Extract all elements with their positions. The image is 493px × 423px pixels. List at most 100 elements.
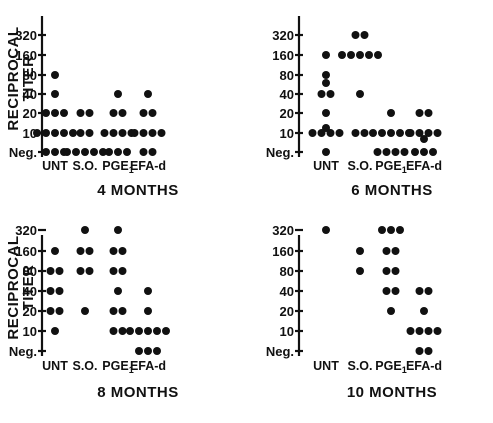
- data-point-1-1: [356, 51, 364, 59]
- data-point-1-2: [373, 148, 382, 156]
- y-tick-label-0-2: 20: [23, 106, 37, 121]
- data-point-0-3: [148, 129, 157, 137]
- y-tick-label-3-2: 20: [280, 304, 294, 319]
- data-point-0-1: [63, 148, 71, 156]
- y-tick-label-2-2: 20: [23, 304, 37, 319]
- data-point-2-0: [46, 287, 55, 295]
- data-point-1-3: [424, 129, 433, 137]
- y-tick-label-2-3: 40: [23, 284, 37, 299]
- data-point-0-3: [148, 109, 157, 117]
- data-point-3-2: [382, 267, 391, 275]
- data-point-0-1: [85, 129, 94, 137]
- data-point-0-2: [100, 129, 109, 137]
- data-point-3-2: [391, 247, 400, 255]
- panel-title-3: 10 MONTHS: [347, 384, 437, 401]
- data-point-1-1: [360, 31, 369, 39]
- group-label-2-3: EFA-d: [130, 359, 166, 373]
- data-point-1-0: [335, 129, 344, 137]
- data-point-1-2: [369, 129, 377, 137]
- data-point-2-1: [85, 267, 94, 275]
- data-point-3-2: [378, 226, 386, 234]
- data-point-2-3: [126, 327, 134, 335]
- data-point-2-3: [153, 347, 161, 355]
- y-tick-label-1-5: 160: [272, 48, 294, 63]
- y-tick-label-3-4: 80: [280, 264, 294, 279]
- data-point-1-3: [424, 109, 433, 117]
- data-point-1-3: [420, 148, 428, 156]
- data-point-2-2: [109, 267, 118, 275]
- y-tick-label-0-6: 320: [15, 28, 37, 43]
- data-point-3-3: [424, 287, 433, 295]
- data-point-0-2: [123, 148, 131, 156]
- data-point-1-1: [374, 51, 382, 59]
- group-label-2-1: S.O.: [72, 359, 97, 373]
- group-label-3-0: UNT: [313, 359, 339, 373]
- data-point-0-2: [109, 129, 118, 137]
- data-point-1-1: [365, 51, 373, 59]
- panel-title-0: 4 MONTHS: [97, 182, 179, 199]
- data-point-1-3: [420, 135, 428, 143]
- data-point-0-2: [114, 148, 122, 156]
- data-point-0-1: [76, 109, 85, 117]
- data-point-3-3: [420, 307, 428, 315]
- data-point-0-3: [139, 148, 148, 156]
- data-point-1-2: [400, 148, 409, 156]
- data-point-1-3: [415, 129, 424, 137]
- y-tick-label-1-4: 80: [280, 68, 294, 83]
- group-label-1-1: S.O.: [347, 159, 372, 173]
- y-tick-label-2-1: 10: [23, 324, 37, 339]
- data-point-0-1: [85, 109, 94, 117]
- data-point-2-3: [144, 307, 152, 315]
- data-point-1-0: [322, 109, 330, 117]
- data-point-3-2: [387, 226, 395, 234]
- data-point-3-1: [356, 247, 364, 255]
- data-point-0-3: [139, 129, 148, 137]
- data-point-2-2: [118, 327, 127, 335]
- data-point-1-3: [411, 148, 419, 156]
- data-point-0-2: [118, 109, 127, 117]
- data-point-1-1: [347, 51, 355, 59]
- panel-title-2: 8 MONTHS: [97, 384, 179, 401]
- data-point-2-2: [109, 327, 118, 335]
- data-point-1-0: [322, 71, 330, 79]
- panel-title-1: 6 MONTHS: [351, 182, 433, 199]
- data-point-1-1: [351, 31, 360, 39]
- data-point-0-0: [51, 109, 59, 117]
- data-point-1-0: [322, 148, 330, 156]
- group-label-1-2: PGE1: [375, 159, 406, 175]
- data-point-0-3: [130, 129, 139, 137]
- data-point-0-3: [144, 90, 152, 98]
- y-tick-label-3-5: 160: [272, 244, 294, 259]
- data-point-1-2: [387, 109, 395, 117]
- data-point-1-0: [317, 129, 326, 137]
- data-point-2-1: [85, 247, 94, 255]
- y-tick-label-2-5: 160: [15, 244, 37, 259]
- data-point-1-0: [326, 90, 335, 98]
- data-point-2-2: [118, 247, 127, 255]
- data-point-3-3: [415, 327, 424, 335]
- data-point-1-0: [322, 79, 330, 87]
- data-point-0-2: [118, 129, 127, 137]
- data-point-3-2: [382, 247, 391, 255]
- data-point-3-0: [322, 226, 330, 234]
- group-label-1-3: EFA-d: [406, 159, 442, 173]
- data-point-1-2: [382, 148, 391, 156]
- data-point-1-1: [338, 51, 346, 59]
- data-point-2-1: [76, 247, 85, 255]
- data-point-3-3: [424, 347, 433, 355]
- data-point-3-2: [387, 307, 395, 315]
- data-point-0-0: [60, 129, 68, 137]
- y-tick-label-3-1: 10: [280, 324, 294, 339]
- data-point-1-0: [308, 129, 317, 137]
- y-axis-title-line2-row1: TITER: [20, 265, 37, 311]
- data-point-2-0: [51, 327, 59, 335]
- data-point-0-0: [42, 148, 50, 156]
- group-label-3-3: EFA-d: [406, 359, 442, 373]
- data-point-2-3: [162, 327, 170, 335]
- data-point-2-2: [109, 307, 118, 315]
- group-label-1-0: UNT: [313, 159, 339, 173]
- y-axis-title-line1-row0: RECIPROCAL: [5, 26, 22, 130]
- data-point-2-0: [51, 247, 59, 255]
- data-point-0-0: [33, 129, 41, 137]
- data-point-2-2: [114, 226, 122, 234]
